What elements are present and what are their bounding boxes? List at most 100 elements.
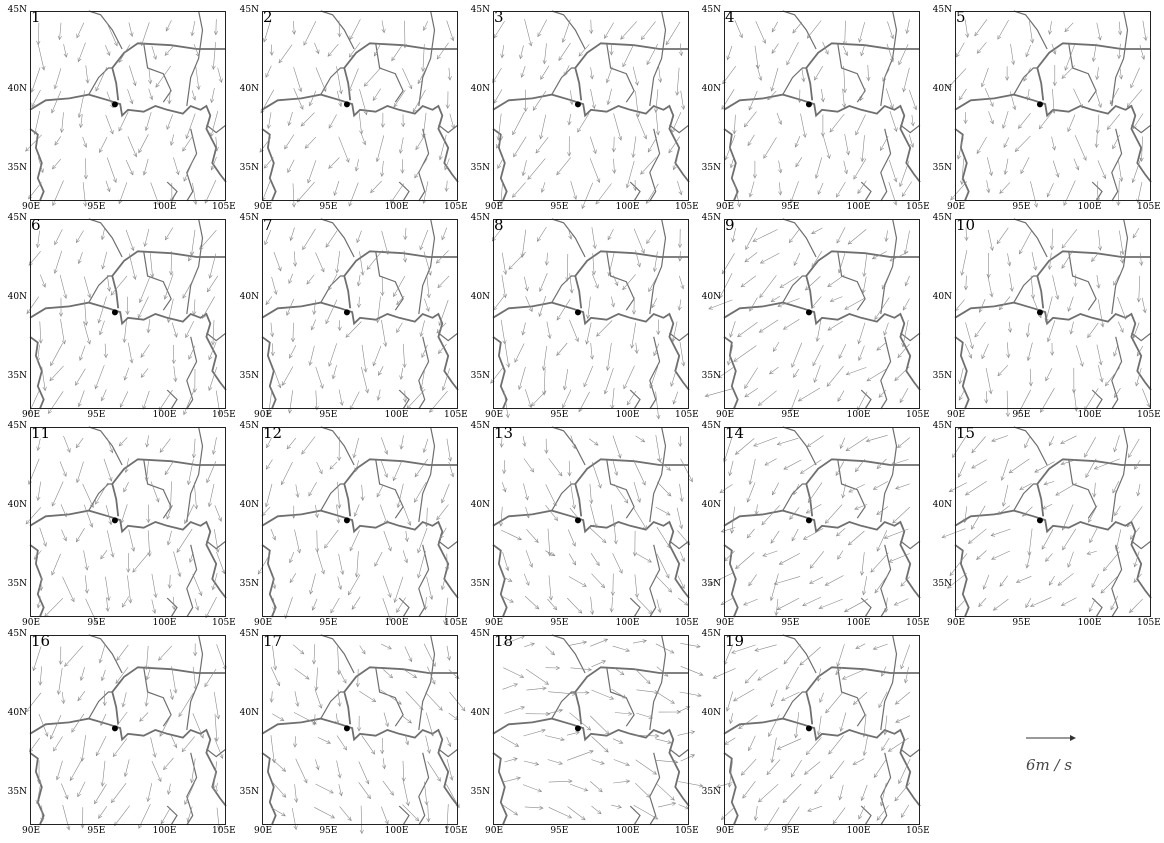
wind-vector (294, 668, 310, 680)
boundary-line (398, 389, 410, 410)
boundary-line (29, 301, 227, 391)
wind-vector (61, 529, 67, 542)
station-marker (574, 517, 581, 524)
wind-vector (1069, 321, 1074, 335)
wind-vector (1139, 44, 1146, 60)
wind-vector (633, 482, 641, 503)
wind-vector (83, 158, 88, 180)
wind-vector (884, 597, 889, 613)
boundary-line (375, 251, 404, 311)
wind-vector (47, 391, 64, 415)
wind-vector (1133, 551, 1140, 568)
wind-vector (173, 366, 178, 383)
wind-vector (336, 66, 343, 95)
lon-tick-label: 100E (846, 410, 871, 420)
wind-vector (862, 253, 868, 278)
wind-vector (50, 343, 63, 367)
wind-vector (324, 529, 339, 549)
boundary-line (1111, 426, 1129, 523)
wind-vector (338, 668, 347, 684)
lon-tick-label: 90E (947, 202, 966, 212)
wind-vector (414, 458, 428, 478)
wind-vector (828, 735, 844, 755)
wind-vector (443, 597, 449, 625)
wind-vector (493, 295, 505, 311)
lon-tick-label: 100E (846, 826, 871, 836)
wind-vector (95, 735, 107, 757)
wind-vector (289, 345, 297, 359)
wind-vector (591, 759, 605, 765)
wind-vector (636, 712, 654, 719)
wind-vector (523, 483, 529, 501)
wind-vector (900, 576, 911, 587)
wind-vector (776, 112, 782, 126)
wind-vector (807, 482, 823, 504)
wind-vector (1005, 66, 1010, 81)
boundary-line (649, 634, 667, 731)
station-marker (343, 309, 350, 316)
wind-vector (1029, 597, 1052, 607)
wind-vector (740, 758, 757, 776)
wind-vector (126, 553, 131, 573)
wind-vector (381, 319, 388, 347)
wind-vector (62, 804, 71, 831)
wind-vector (901, 181, 912, 197)
lat-tick-label: 40N (470, 84, 490, 95)
wind-vector (287, 159, 295, 173)
boundary-line (492, 544, 508, 618)
wind-vector (325, 230, 338, 248)
wind-vector (372, 345, 382, 367)
wind-vector (34, 550, 42, 560)
wind-vector (719, 273, 733, 299)
wind-vector (631, 297, 637, 315)
wind-vector (811, 227, 823, 234)
wind-vector (143, 228, 150, 248)
wind-vector (724, 134, 736, 161)
lat-tick-label: 40N (470, 500, 490, 511)
wind-vector (640, 156, 657, 175)
lon-tick-label: 100E (615, 618, 640, 628)
wind-vector (166, 530, 172, 546)
boundary-line (375, 459, 404, 519)
wind-vector (729, 713, 734, 725)
wind-vector (501, 252, 508, 276)
wind-vector (744, 252, 758, 263)
wind-vector (521, 160, 527, 177)
boundary-line (551, 275, 576, 303)
wind-vector (423, 596, 428, 611)
wind-vector (417, 550, 426, 579)
wind-vector (656, 784, 675, 801)
boundary-line (88, 483, 113, 511)
wind-vector (105, 576, 111, 602)
wind-vector (568, 576, 587, 587)
wind-vector (635, 250, 641, 268)
wind-vector (1134, 459, 1141, 470)
wind-vector (567, 750, 594, 761)
wind-vector (27, 391, 40, 416)
lat-tick-label: 45N (701, 421, 721, 431)
wind-vector (611, 804, 622, 809)
wind-vector (398, 137, 404, 154)
wind-vector (77, 781, 86, 798)
wind-vector (415, 134, 426, 151)
wind-vector (163, 273, 174, 300)
boundary-line (166, 805, 178, 826)
wind-vector (293, 736, 298, 748)
wind-vector (671, 112, 682, 134)
wind-vector (138, 134, 149, 154)
wind-vector (841, 483, 846, 499)
wind-vector (837, 251, 846, 274)
wind-vector (60, 319, 66, 345)
wind-vector (169, 134, 175, 146)
wind-vector (1073, 274, 1078, 288)
map-canvas (25, 10, 227, 207)
wind-vector (793, 484, 800, 496)
wind-vector (295, 484, 300, 498)
panel-number: 11 (31, 424, 51, 442)
boundary-line (1091, 181, 1103, 202)
wind-vector (146, 319, 151, 334)
wind-vector (280, 461, 293, 486)
wind-vector (1042, 503, 1053, 510)
wind-vector (1019, 483, 1032, 490)
wind-vector (294, 529, 301, 554)
